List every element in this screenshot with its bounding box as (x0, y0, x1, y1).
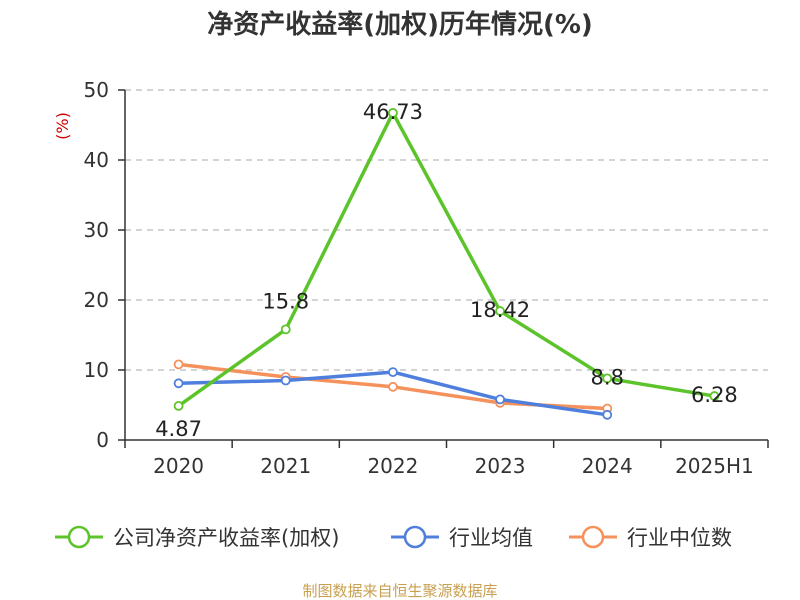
data-label-2022: 46.73 (363, 100, 423, 124)
series-2 (173, 367, 613, 420)
legend-item-3[interactable]: 行业中位数 (569, 525, 732, 550)
legend-marker-1 (67, 525, 91, 549)
series-1-point-2020[interactable] (173, 401, 184, 411)
series-1-point-2025H1[interactable] (709, 391, 720, 401)
axes: 0 10 20 30 40 50 2020 2021 2022 2023 2024 2025H1 (84, 78, 769, 478)
legend-label-2: 行业均值 (449, 526, 533, 550)
grid-lines (125, 89, 768, 371)
data-label-2021: 15.8 (262, 289, 309, 313)
x-tick-label-2023: 2023 (475, 454, 526, 478)
source-note: 制图数据来自恒生聚源数据库 (302, 582, 497, 600)
series-2-line (176, 370, 609, 417)
legend-marker-3 (581, 525, 605, 549)
legend: 公司净资产收益率(加权) 行业均值 行业中位数 (55, 525, 732, 550)
series-2-point-2024[interactable] (602, 409, 613, 420)
series-2-point-2022[interactable] (388, 367, 398, 378)
data-label-2025H1: 6.28 (691, 383, 738, 407)
x-tick-label-2025H1: 2025H1 (675, 454, 754, 478)
series-3-point-2020[interactable] (173, 359, 184, 370)
series-1 (173, 107, 720, 411)
series-1-point-2021[interactable] (280, 324, 291, 335)
data-labels: 4.87 15.8 46.73 18.42 8.8 6.28 (155, 100, 738, 441)
data-label-2023: 18.42 (470, 298, 530, 322)
y-tick-label-20: 20 (84, 288, 109, 312)
y-axis-label: (%) (53, 112, 72, 140)
series-1-line (176, 111, 717, 408)
series-2-point-2021[interactable] (280, 375, 291, 386)
legend-marker-2 (403, 525, 427, 549)
x-tick-label-2022: 2022 (367, 454, 418, 478)
series-2-point-2020[interactable] (173, 378, 184, 389)
x-tick-label-2024: 2024 (582, 454, 633, 478)
legend-item-2[interactable]: 行业均值 (391, 525, 533, 550)
legend-label-3: 行业中位数 (627, 526, 732, 550)
x-tick-label-2020: 2020 (153, 454, 204, 478)
series-1-point-2022[interactable] (388, 107, 398, 118)
y-tick-label-30: 30 (84, 218, 109, 242)
y-tick-label-40: 40 (84, 148, 109, 172)
series-lines (173, 107, 720, 420)
data-label-2024: 8.8 (591, 365, 624, 389)
series-3-point-2022[interactable] (388, 381, 398, 392)
x-tick-label-2021: 2021 (260, 454, 311, 478)
series-2-point-2023[interactable] (495, 394, 505, 405)
y-tick-label-10: 10 (84, 358, 109, 382)
data-label-2020: 4.87 (155, 417, 202, 441)
chart-title: 净资产收益率(加权)历年情况(%) (207, 9, 593, 40)
y-tick-label-0: 0 (96, 428, 109, 452)
legend-item-1[interactable]: 公司净资产收益率(加权) (55, 525, 339, 550)
legend-label-1: 公司净资产收益率(加权) (113, 526, 339, 550)
y-tick-label-50: 50 (84, 78, 109, 102)
series-1-point-2024[interactable] (602, 373, 613, 384)
series-1-point-2023[interactable] (495, 306, 505, 316)
